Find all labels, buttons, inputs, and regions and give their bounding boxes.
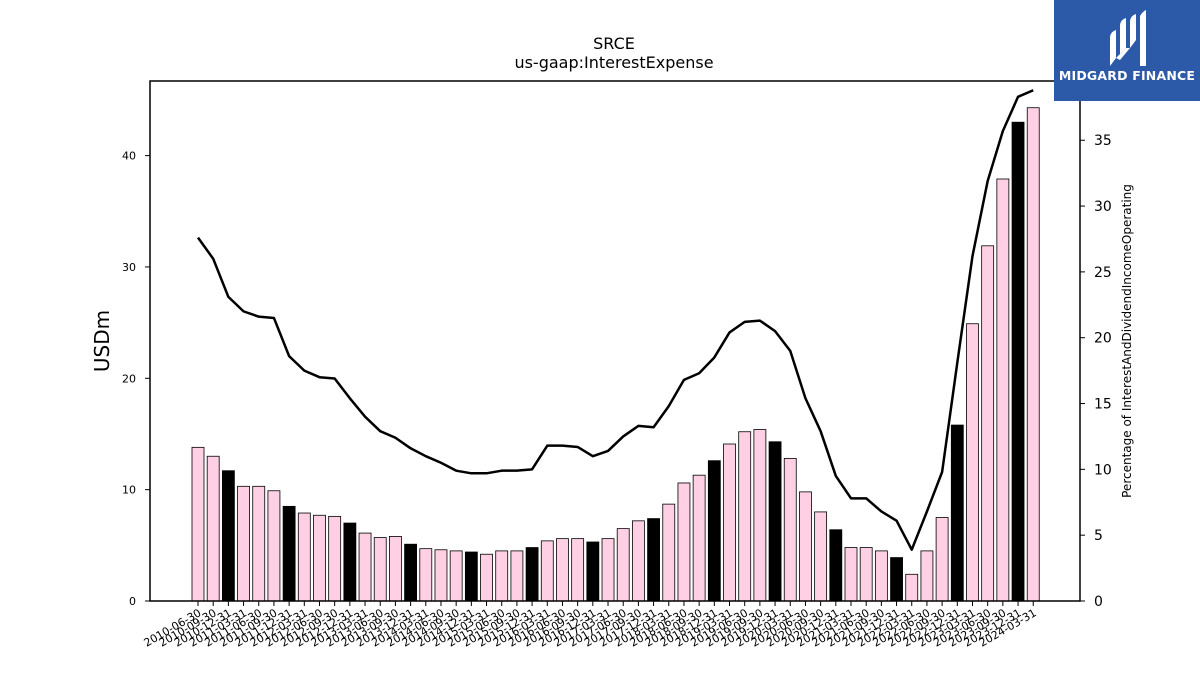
y2-tick-label: 35 [1094,133,1112,149]
bar [419,548,433,602]
bar [449,550,463,602]
y-tick-label: 20 [122,372,136,385]
bar [571,538,585,602]
bar [297,512,311,602]
plot-frame [149,80,1081,602]
bar [723,443,736,602]
bar [480,553,493,602]
bar-series [191,107,1040,602]
bar [556,538,569,602]
bar [313,514,326,602]
y2-tick-label: 20 [1094,331,1112,347]
y2-axis-label: Percentage of InterestAndDividendIncomeO… [1120,184,1134,498]
bar [373,537,387,602]
bar [525,547,539,602]
bar [647,518,660,602]
bar [282,505,296,602]
bar [191,446,205,602]
y2-tick-label: 5 [1094,528,1103,544]
bar [358,532,372,602]
bar [692,474,706,602]
bar [677,482,691,602]
bar [890,557,903,602]
bar [601,538,615,602]
bar [950,424,964,602]
logo-mark-icon [1110,10,1146,66]
bar [966,323,979,602]
bar [631,520,645,602]
bar [814,511,828,602]
y2-tick-label: 25 [1094,265,1112,281]
chart-title: SRCE [593,34,635,53]
bar [662,503,676,602]
bar [920,550,934,602]
bar [738,431,752,602]
y-tick-label: 10 [122,484,136,497]
brand-logo: MIDGARD FINANCE [1054,0,1200,101]
bar [206,455,220,602]
brand-name: MIDGARD FINANCE [1058,68,1196,83]
y2-tick-label: 10 [1094,462,1112,478]
bar [905,573,919,602]
bar [799,491,812,602]
y2-tick-label: 0 [1094,594,1103,610]
bar [464,551,478,602]
y2-tick-label: 30 [1094,199,1112,215]
bar [404,543,418,602]
y-tick-label: 0 [129,595,136,608]
line-series [196,89,1034,551]
bar [328,515,342,602]
bar [343,522,357,602]
bar [616,528,630,602]
bar [495,550,509,602]
bar [1011,121,1025,602]
bar [540,540,554,602]
bar [935,517,949,602]
bar [586,541,600,602]
y-axis-label: USDm [90,310,114,372]
bar [237,485,250,602]
bar [1026,107,1040,602]
bar [996,178,1010,602]
bar [434,549,448,602]
bar [510,550,524,602]
bar [221,470,235,602]
chart-subtitle: us-gaap:InterestExpense [514,53,713,72]
y-tick-label: 30 [122,261,136,274]
bar [981,245,995,602]
bar [753,429,767,602]
bar [874,550,888,602]
bar [267,490,281,602]
bar [859,547,873,602]
bar [389,536,402,602]
bar [783,458,797,602]
line-path [196,89,1034,551]
bar [829,529,843,602]
bar [707,460,721,602]
y-tick-label: 40 [122,150,136,163]
bar [844,547,858,602]
y2-tick-label: 15 [1094,397,1112,413]
bar [768,441,782,602]
bar [252,485,266,602]
